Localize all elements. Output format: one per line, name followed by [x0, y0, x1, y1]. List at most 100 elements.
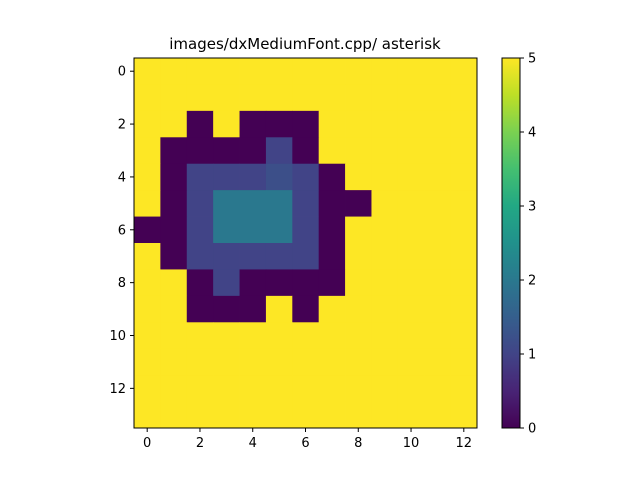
heatmap-cell: [371, 269, 399, 297]
heatmap-cell: [397, 269, 425, 297]
heatmap-cell: [186, 84, 214, 112]
heatmap-cell: [424, 401, 452, 429]
heatmap-cell: [318, 137, 346, 165]
heatmap-cell: [345, 216, 372, 244]
heatmap-cell: [213, 401, 240, 429]
heatmap-cell: [345, 401, 372, 429]
heatmap-cell: [371, 190, 399, 217]
heatmap-cell: [160, 58, 188, 85]
heatmap-cell: [265, 295, 293, 323]
heatmap-cell: [186, 375, 214, 402]
heatmap-cell: [424, 269, 452, 297]
y-axis: 0 2 4 6 8 10 12: [109, 65, 134, 397]
colorbar-tick-label: 4: [528, 126, 536, 141]
heatmap-cell: [450, 348, 478, 376]
colorbar: [501, 57, 521, 429]
heatmap-cell: [292, 295, 320, 323]
heatmap-cell: [397, 401, 425, 429]
heatmap-cell: [450, 84, 478, 112]
heatmap-cell: [318, 84, 346, 112]
heatmap-cell: [397, 243, 425, 270]
heatmap-cell: [345, 322, 372, 350]
heatmap-cell: [186, 137, 214, 165]
heatmap-cell: [160, 163, 188, 191]
heatmap-cell: [160, 84, 188, 112]
heatmap-cell: [450, 269, 478, 297]
y-tick-label: 12: [109, 382, 126, 397]
heatmap-cell: [292, 322, 320, 350]
heatmap-cell: [450, 322, 478, 350]
heatmap-cell: [160, 137, 188, 165]
heatmap-cell: [397, 137, 425, 165]
heatmap-cell: [160, 110, 188, 138]
heatmap-cell: [292, 401, 320, 429]
heatmap-cell: [134, 348, 161, 376]
heatmap-cell: [345, 58, 372, 85]
heatmap-cell: [424, 137, 452, 165]
heatmap-cell: [265, 58, 293, 85]
heatmap-cell: [239, 375, 267, 402]
heatmap-cell: [134, 110, 161, 138]
heatmap-cell: [213, 269, 240, 297]
heatmap-cell: [265, 190, 293, 217]
heatmap-cell: [450, 110, 478, 138]
heatmap-cell: [134, 137, 161, 165]
heatmap-cell: [450, 163, 478, 191]
heatmap-cell: [265, 269, 293, 297]
heatmap-cell: [345, 163, 372, 191]
heatmap-cell: [239, 110, 267, 138]
heatmap-cell: [160, 269, 188, 297]
heatmap-cell: [239, 322, 267, 350]
heatmap-cell: [397, 190, 425, 217]
x-tick-label: 6: [301, 436, 309, 451]
heatmap-cell: [397, 58, 425, 85]
colorbar-tick-label: 0: [528, 422, 536, 437]
heatmap-cell: [345, 190, 372, 217]
heatmap-cell: [134, 322, 161, 350]
heatmap-cell: [397, 322, 425, 350]
x-tick-label: 2: [196, 436, 204, 451]
heatmap-cell: [450, 375, 478, 402]
colorbar-axis: 0 1 2 3 4 5: [520, 52, 536, 437]
heatmap-cell: [160, 348, 188, 376]
heatmap-cell: [292, 375, 320, 402]
heatmap-cell: [292, 269, 320, 297]
heatmap-cell: [318, 269, 346, 297]
heatmap-cell: [318, 190, 346, 217]
heatmap-cell: [213, 137, 240, 165]
colorbar-tick-label: 2: [528, 274, 536, 289]
heatmap-cell: [397, 375, 425, 402]
heatmap-cell: [265, 84, 293, 112]
heatmap-cell: [292, 110, 320, 138]
y-tick-label: 0: [118, 65, 126, 80]
heatmap-cell: [397, 110, 425, 138]
heatmap-cell: [318, 348, 346, 376]
heatmap-cell: [318, 375, 346, 402]
heatmap-cell: [371, 110, 399, 138]
heatmap-cell: [186, 322, 214, 350]
heatmap-cell: [424, 58, 452, 85]
heatmap-cell: [265, 322, 293, 350]
heatmap-cell: [318, 163, 346, 191]
heatmap-cell: [292, 243, 320, 270]
heatmap-cell: [213, 243, 240, 270]
heatmap-cell: [318, 216, 346, 244]
heatmap-cell: [186, 401, 214, 429]
heatmap-cell: [186, 348, 214, 376]
heatmap-cell: [371, 84, 399, 112]
heatmap-cell: [186, 243, 214, 270]
heatmap-cell: [424, 348, 452, 376]
heatmap-cell: [424, 84, 452, 112]
heatmap-cell: [371, 58, 399, 85]
y-tick-label: 4: [118, 170, 126, 185]
heatmap-cell: [239, 348, 267, 376]
heatmap-cell: [424, 375, 452, 402]
heatmap-cell: [265, 163, 293, 191]
heatmap-cell: [213, 190, 240, 217]
heatmap-cell: [345, 269, 372, 297]
heatmap-cell: [265, 110, 293, 138]
heatmap-cell: [213, 322, 240, 350]
heatmap-cell: [186, 216, 214, 244]
heatmap-cell: [371, 348, 399, 376]
heatmap-cell: [371, 295, 399, 323]
